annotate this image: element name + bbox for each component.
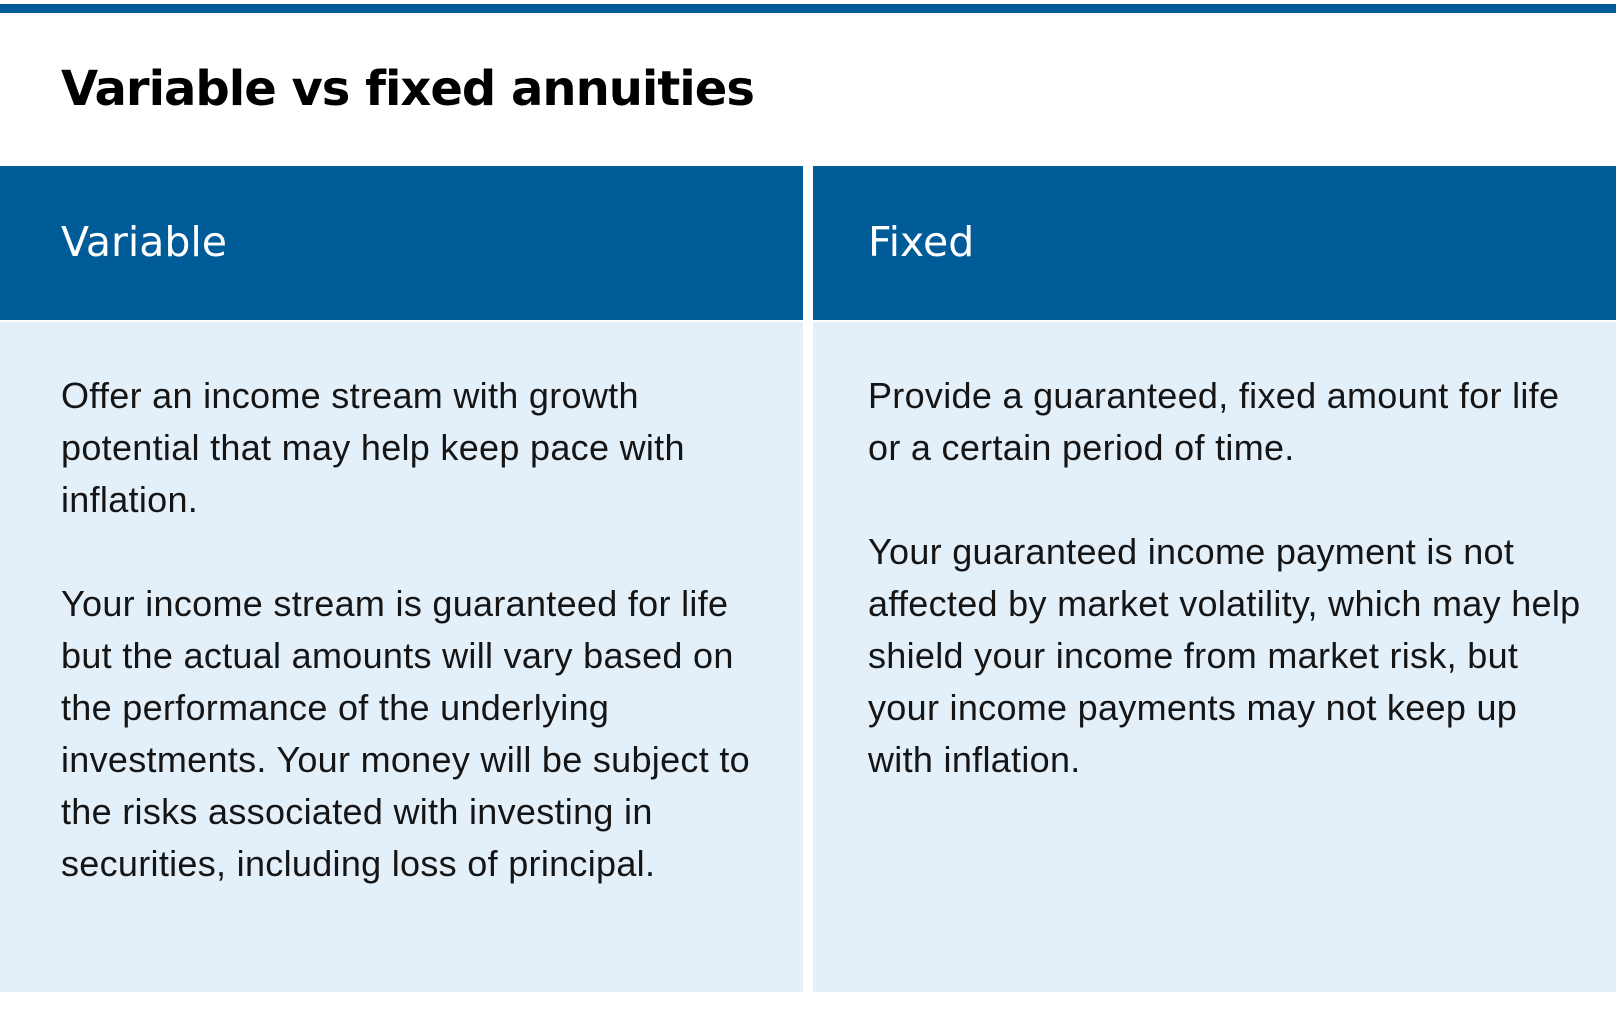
- page-title: Variable vs fixed annuities: [61, 61, 755, 117]
- variable-paragraph-1: Offer an income stream with growth poten…: [61, 375, 685, 520]
- fixed-description-cell: Provide a guaranteed, fixed amount for l…: [813, 322, 1616, 992]
- top-accent-rule: [0, 4, 1616, 13]
- fixed-paragraph-2: Your guaranteed income payment is not af…: [868, 531, 1581, 780]
- column-header-fixed: Fixed: [813, 166, 1616, 320]
- fixed-paragraph-1: Provide a guaranteed, fixed amount for l…: [868, 375, 1560, 468]
- variable-paragraph-2: Your income stream is guaranteed for lif…: [61, 583, 750, 884]
- variable-description-cell: Offer an income stream with growth poten…: [0, 322, 803, 992]
- column-header-variable: Variable: [0, 166, 803, 320]
- column-header-fixed-label: Fixed: [868, 218, 975, 266]
- column-header-variable-label: Variable: [61, 218, 228, 266]
